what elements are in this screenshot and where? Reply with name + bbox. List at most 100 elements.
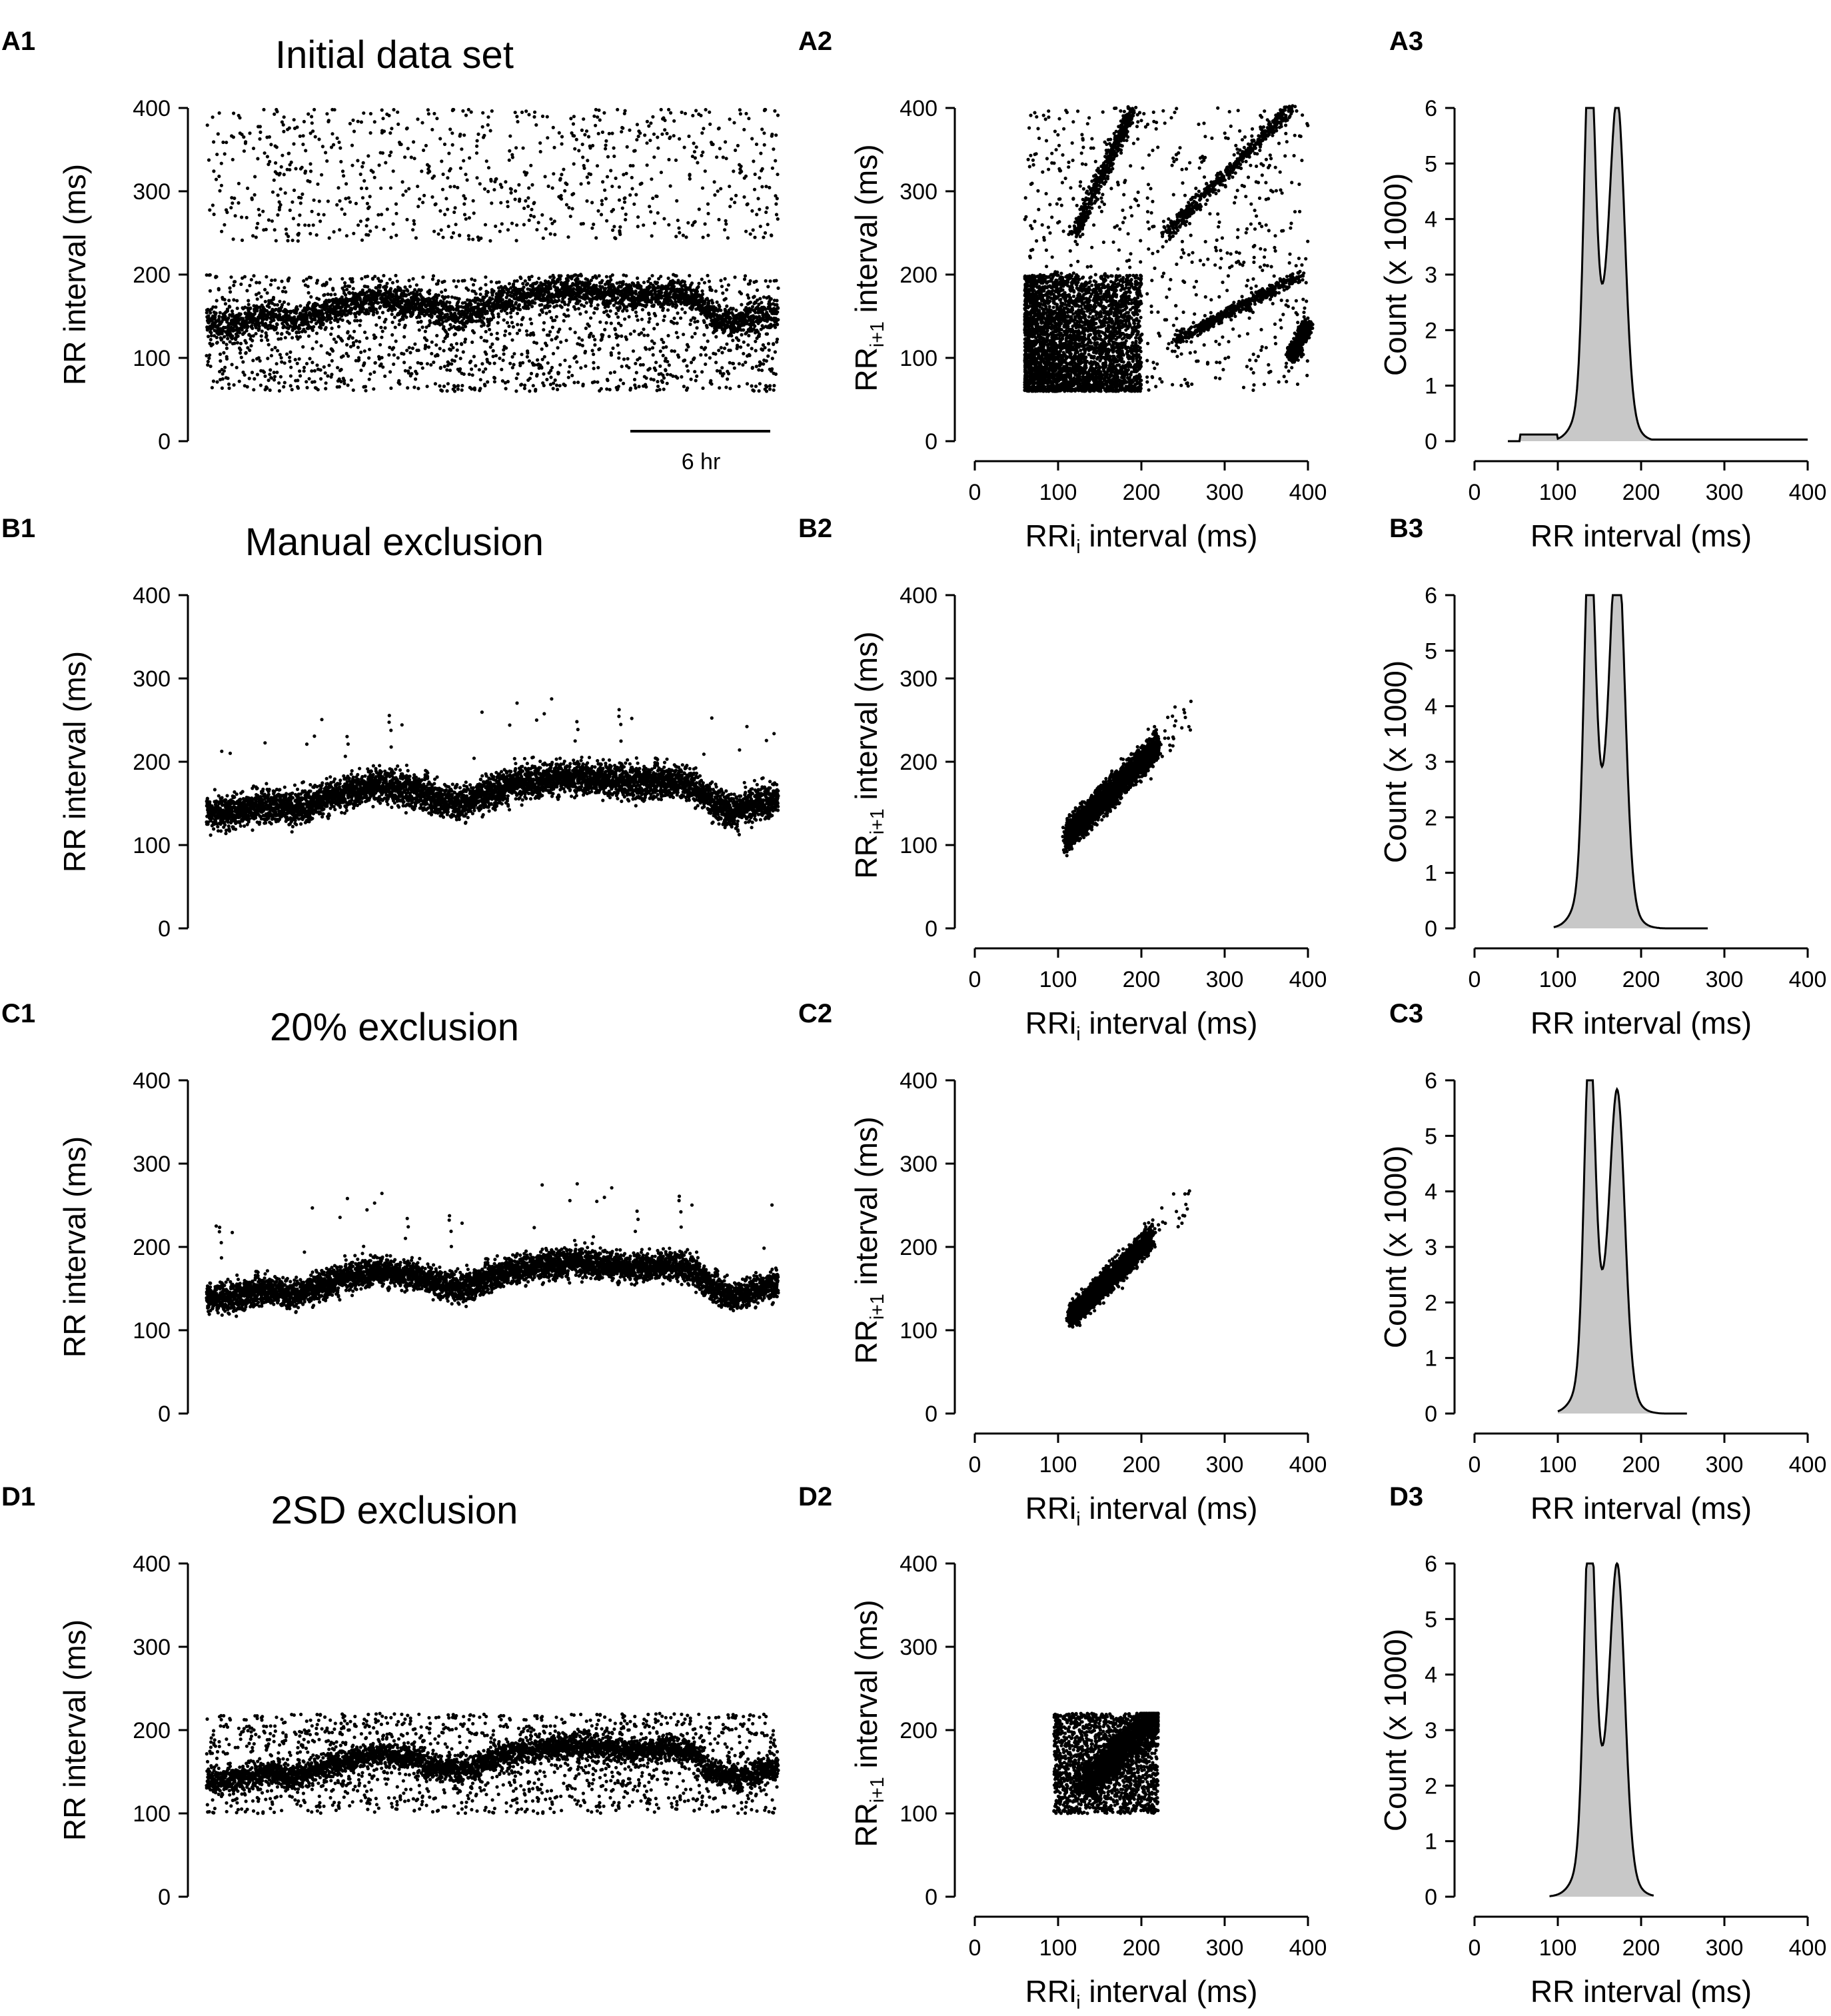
data-point bbox=[718, 305, 722, 309]
data-point bbox=[634, 310, 638, 315]
data-point bbox=[402, 352, 406, 356]
data-point bbox=[292, 188, 297, 193]
data-point bbox=[384, 317, 388, 321]
data-point bbox=[676, 311, 680, 315]
data-point bbox=[563, 383, 567, 388]
data-point bbox=[574, 137, 578, 141]
data-point bbox=[529, 163, 533, 167]
data-point bbox=[394, 202, 398, 206]
data-point bbox=[476, 235, 480, 239]
data-point bbox=[237, 379, 241, 383]
data-point bbox=[652, 221, 657, 225]
data-point bbox=[352, 343, 356, 347]
data-point bbox=[444, 197, 448, 201]
data-point bbox=[235, 365, 239, 370]
data-point bbox=[247, 303, 251, 307]
data-point bbox=[580, 128, 584, 132]
data-point bbox=[279, 375, 283, 379]
data-point bbox=[308, 169, 313, 173]
data-point bbox=[554, 315, 558, 319]
data-point bbox=[427, 292, 432, 296]
data-point bbox=[426, 108, 430, 112]
data-point bbox=[523, 279, 527, 283]
data-point bbox=[350, 143, 354, 147]
data-point bbox=[624, 171, 628, 175]
data-point bbox=[484, 294, 488, 298]
data-point bbox=[310, 361, 314, 365]
data-point bbox=[208, 289, 212, 293]
data-point bbox=[566, 279, 570, 283]
data-point bbox=[427, 165, 431, 169]
data-point bbox=[438, 365, 443, 370]
data-point bbox=[571, 122, 576, 126]
data-point bbox=[499, 201, 503, 205]
data-point bbox=[331, 288, 335, 292]
data-point bbox=[585, 175, 589, 179]
data-point bbox=[624, 274, 628, 278]
data-point bbox=[287, 235, 291, 239]
data-point bbox=[413, 342, 417, 346]
data-point bbox=[425, 362, 430, 366]
data-point bbox=[205, 311, 209, 315]
data-point bbox=[746, 343, 750, 347]
data-point bbox=[676, 279, 680, 283]
data-point bbox=[486, 291, 490, 295]
data-point bbox=[573, 147, 577, 151]
data-point bbox=[514, 301, 518, 305]
data-point bbox=[420, 121, 424, 125]
data-point bbox=[734, 309, 738, 313]
data-point bbox=[281, 153, 285, 157]
data-point bbox=[722, 347, 727, 351]
data-point bbox=[704, 362, 708, 367]
data-point bbox=[739, 165, 743, 169]
data-point bbox=[362, 361, 366, 365]
data-point bbox=[484, 275, 488, 279]
data-point bbox=[544, 227, 548, 231]
data-point bbox=[492, 289, 496, 293]
data-point bbox=[218, 189, 222, 193]
data-point bbox=[652, 155, 656, 159]
data-point bbox=[336, 325, 341, 329]
data-point bbox=[700, 289, 704, 293]
data-point bbox=[362, 349, 366, 353]
data-point bbox=[525, 355, 530, 359]
data-point bbox=[239, 341, 243, 346]
data-point bbox=[300, 165, 304, 169]
data-point bbox=[407, 346, 411, 350]
data-point bbox=[364, 389, 368, 393]
data-point bbox=[536, 221, 540, 225]
data-point bbox=[450, 295, 454, 299]
data-point bbox=[374, 323, 378, 327]
data-point bbox=[207, 158, 211, 162]
data-point bbox=[367, 377, 371, 381]
data-point bbox=[336, 186, 340, 190]
data-point bbox=[293, 315, 297, 319]
data-point bbox=[454, 354, 458, 358]
data-point bbox=[317, 199, 321, 203]
data-point bbox=[725, 304, 729, 308]
data-point bbox=[480, 313, 484, 317]
data-point bbox=[596, 380, 600, 384]
data-point bbox=[217, 288, 221, 292]
data-point bbox=[354, 315, 358, 319]
data-point bbox=[332, 108, 336, 112]
data-point bbox=[510, 338, 514, 342]
data-point bbox=[656, 211, 660, 215]
data-point bbox=[659, 275, 663, 279]
data-point bbox=[436, 353, 440, 358]
data-point bbox=[311, 129, 315, 133]
data-point bbox=[484, 367, 488, 371]
data-point bbox=[446, 225, 450, 229]
data-point bbox=[595, 164, 600, 168]
data-point bbox=[660, 380, 665, 385]
data-point bbox=[510, 321, 514, 325]
data-point bbox=[270, 219, 274, 223]
data-point bbox=[743, 274, 748, 278]
data-point bbox=[577, 336, 581, 340]
data-point bbox=[526, 196, 530, 200]
data-point bbox=[558, 277, 562, 281]
data-point bbox=[358, 323, 362, 327]
data-point bbox=[534, 123, 538, 127]
data-point bbox=[737, 362, 741, 366]
data-point bbox=[658, 349, 662, 353]
